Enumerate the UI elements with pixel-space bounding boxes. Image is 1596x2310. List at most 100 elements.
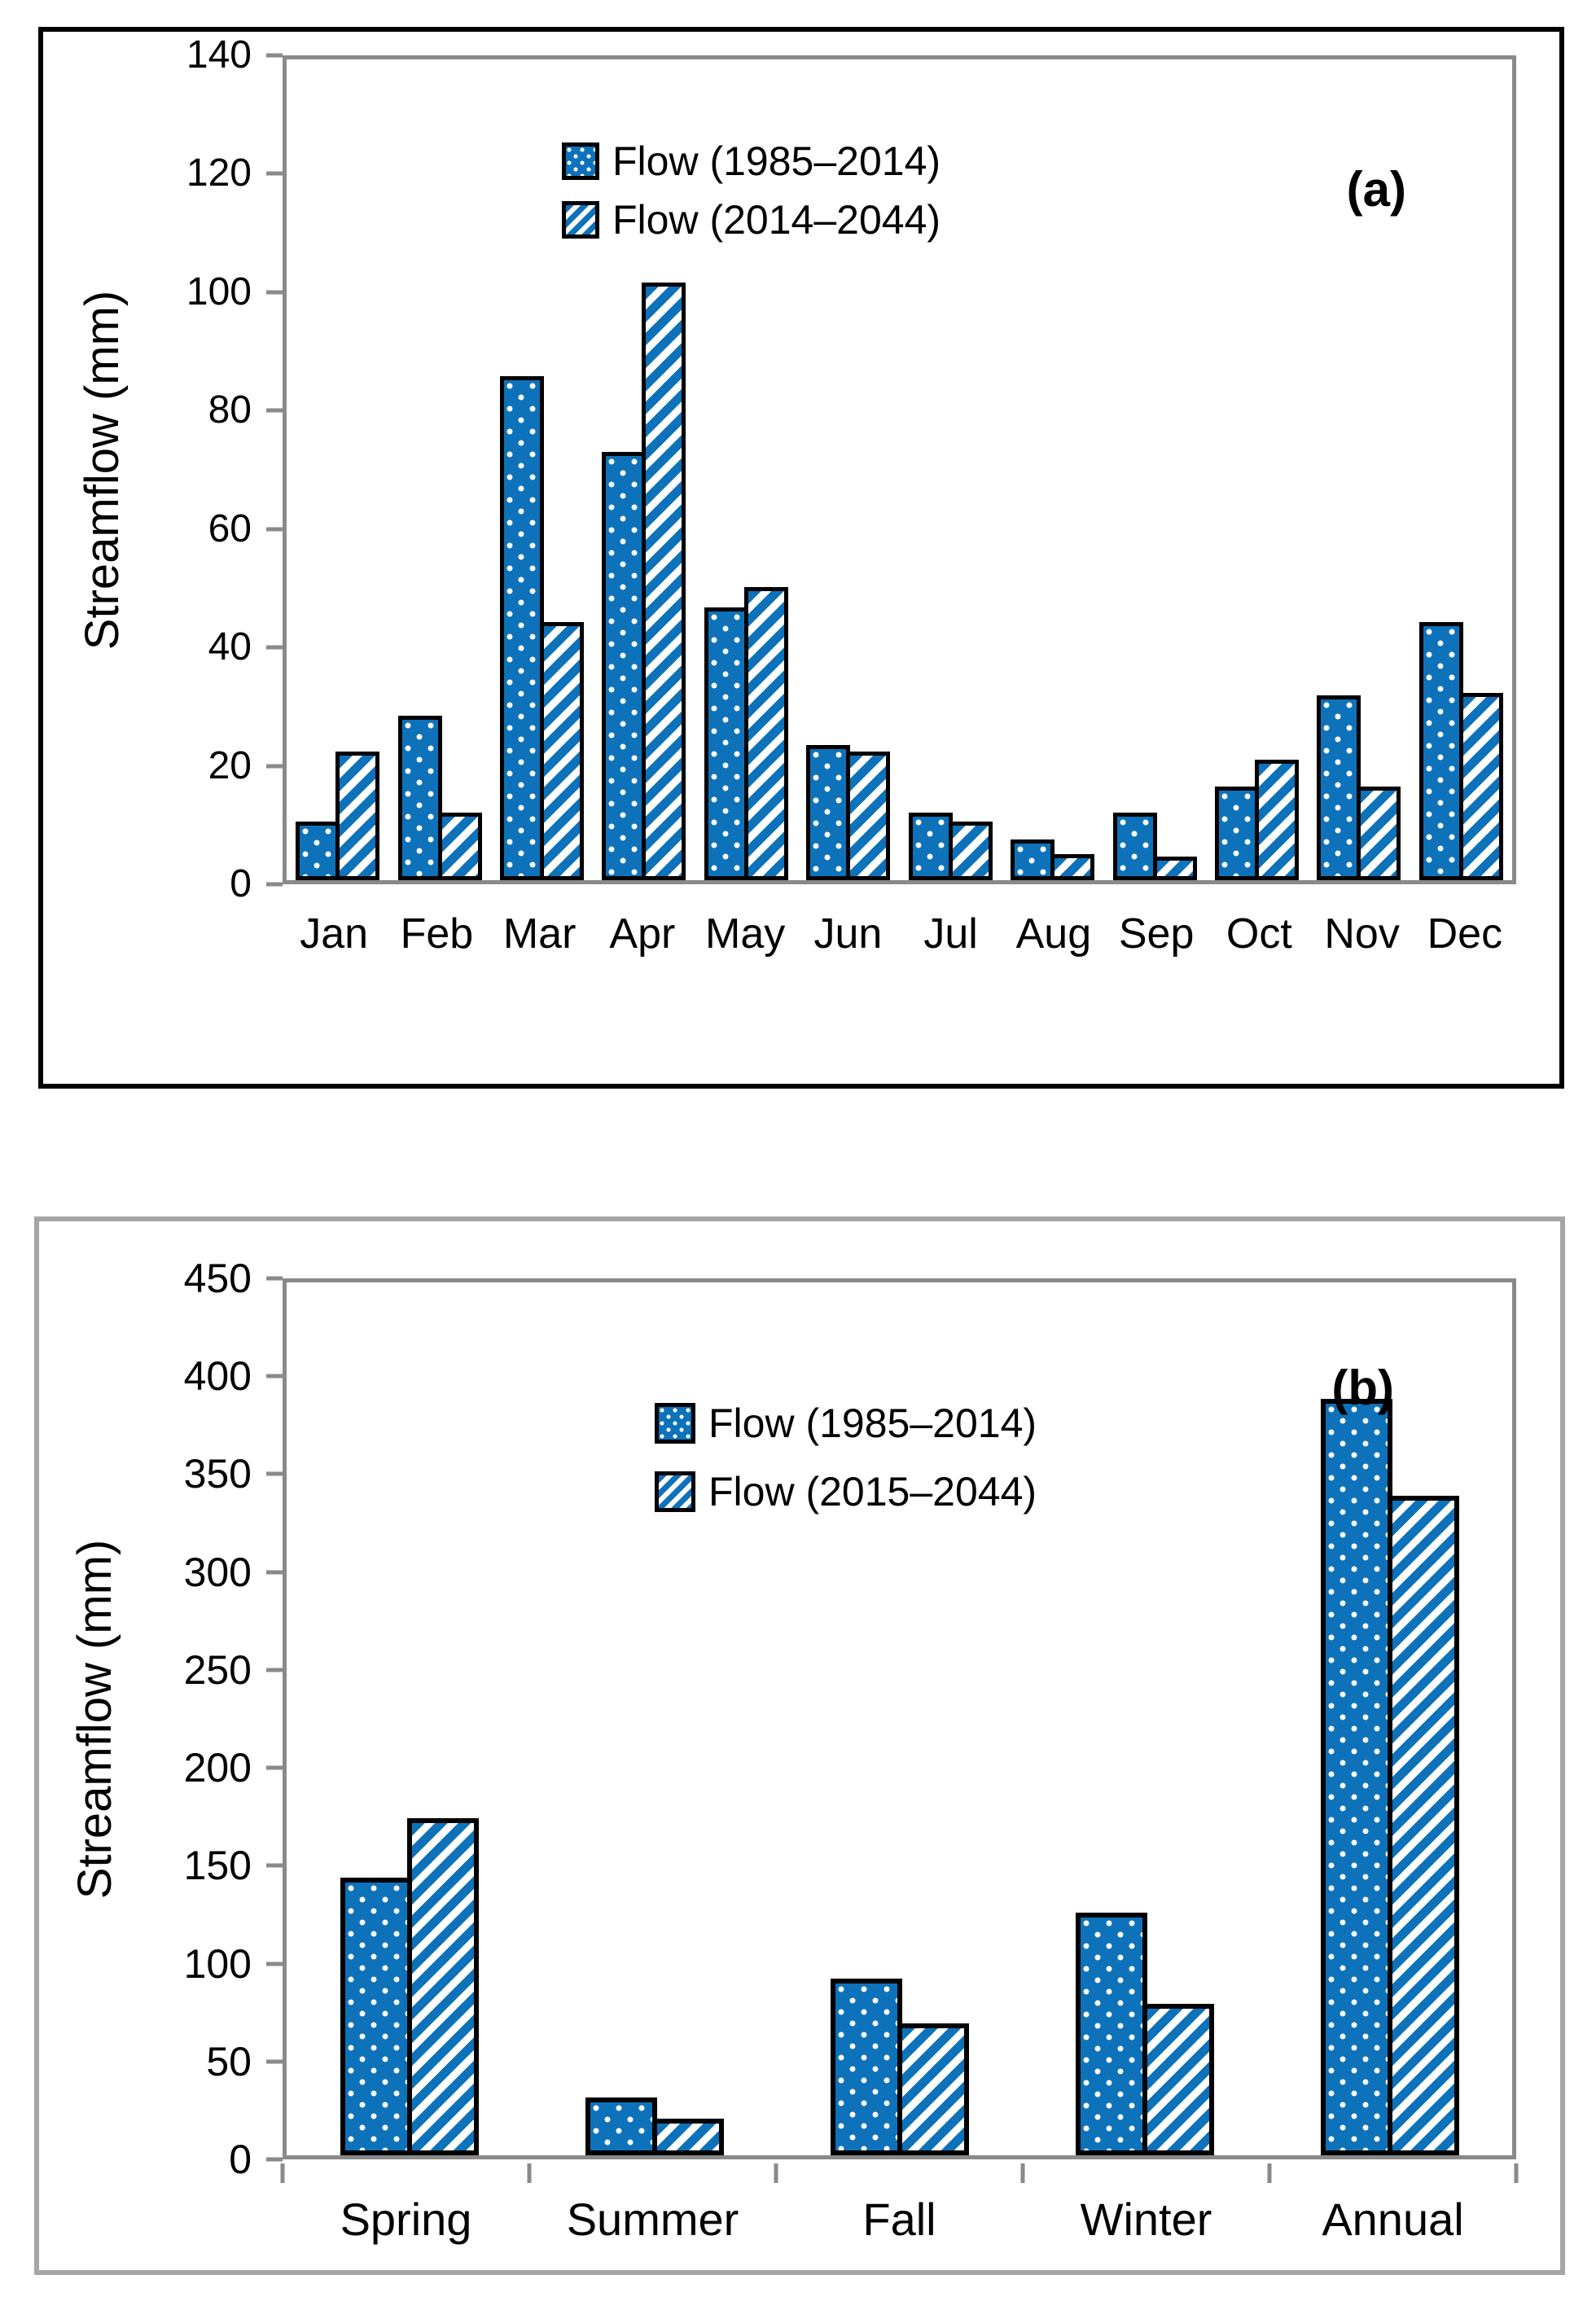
x-tick-mark bbox=[1267, 2163, 1272, 2183]
x-category-label-aug: Aug bbox=[1015, 910, 1092, 958]
x-category-label-jun: Jun bbox=[813, 910, 883, 958]
y-tick-mark bbox=[266, 764, 283, 769]
y-tick-mark bbox=[266, 1471, 283, 1476]
y-tick-label: 50 bbox=[206, 2038, 252, 2084]
y-tick-label: 300 bbox=[183, 1549, 252, 1595]
y-tick-label: 250 bbox=[183, 1646, 252, 1693]
y-tick-label: 450 bbox=[183, 1256, 252, 1301]
bar-flow-1985-2014-mar bbox=[500, 375, 545, 880]
bar-flow-2014-2044-may bbox=[743, 587, 788, 880]
bar-group-jul bbox=[900, 59, 1002, 880]
y-tick-mark bbox=[266, 1276, 283, 1281]
bar-flow-1985-2014-apr bbox=[602, 452, 647, 880]
x-category-label-feb: Feb bbox=[400, 910, 474, 958]
y-tick-mark bbox=[266, 2157, 283, 2162]
x-category-label-annual: Annual bbox=[1322, 2194, 1464, 2245]
x-category-label-dec: Dec bbox=[1427, 910, 1503, 958]
y-tick-mark bbox=[266, 53, 283, 58]
bar-group-summer bbox=[532, 1282, 777, 2155]
bar-flow-1985-2014-annual bbox=[1320, 1398, 1392, 2155]
x-category-label-sep: Sep bbox=[1118, 910, 1195, 958]
bar-flow-1985-2014-aug bbox=[1011, 839, 1055, 880]
y-tick-mark bbox=[266, 882, 283, 887]
legend-item-flow-1985-2014: Flow (1985–2014) bbox=[562, 141, 940, 182]
bar-group-nov bbox=[1308, 59, 1410, 880]
bar-flow-1985-2014-dec bbox=[1418, 622, 1463, 880]
bar-flow-2015-2044-fall bbox=[897, 2023, 969, 2155]
chart-b-bars bbox=[287, 1282, 1512, 2155]
y-tick-mark bbox=[266, 1570, 283, 1575]
chart-panel-a: Streamflow (mm) 0 20 40 60 80 100 120 140 Flow … bbox=[38, 27, 1564, 1089]
chart-a-legend: Flow (1985–2014) Flow (2014–2044) bbox=[562, 141, 940, 240]
x-category-label-may: May bbox=[705, 910, 786, 958]
x-category-label-nov: Nov bbox=[1324, 910, 1400, 958]
chart-b-legend: Flow (1985–2014) Flow (2015–2044) bbox=[655, 1403, 1037, 1512]
bar-group-aug bbox=[1002, 59, 1103, 880]
legend-label: Flow (1985–2014) bbox=[612, 138, 941, 184]
x-category-label-fall: Fall bbox=[862, 2194, 936, 2245]
bar-flow-2014-2044-jul bbox=[948, 822, 993, 880]
bar-flow-2014-2044-jun bbox=[846, 751, 891, 880]
x-category-label-jul: Jul bbox=[923, 910, 978, 958]
bar-flow-1985-2014-jul bbox=[908, 813, 953, 880]
x-category-label-jan: Jan bbox=[300, 910, 369, 958]
bar-flow-2014-2044-dec bbox=[1458, 692, 1503, 880]
x-tick-mark bbox=[280, 2163, 285, 2183]
bar-flow-1985-2014-jun bbox=[806, 745, 851, 880]
legend-label: Flow (1985–2014) bbox=[708, 1400, 1037, 1446]
y-tick-label: 150 bbox=[183, 1843, 252, 1889]
y-tick-label: 100 bbox=[183, 1940, 252, 1987]
y-tick-mark bbox=[266, 290, 283, 295]
legend-item-flow-1985-2014: Flow (1985–2014) bbox=[655, 1403, 1037, 1444]
bar-group-feb bbox=[388, 59, 490, 880]
bar-flow-1985-2014-nov bbox=[1317, 695, 1361, 880]
y-tick-label: 0 bbox=[230, 862, 252, 905]
y-tick-mark bbox=[266, 408, 283, 413]
bar-flow-2014-2044-feb bbox=[437, 813, 482, 880]
bar-flow-1985-2014-spring bbox=[340, 1878, 412, 2155]
y-tick-label: 120 bbox=[186, 151, 252, 195]
y-tick-label: 0 bbox=[229, 2137, 252, 2182]
bar-group-apr bbox=[593, 59, 695, 880]
bar-flow-1985-2014-winter bbox=[1075, 1913, 1147, 2155]
bar-flow-2014-2044-oct bbox=[1255, 760, 1299, 880]
chart-b-x-axis-labels: Spring Summer Fall Winter Annual bbox=[283, 2192, 1516, 2246]
bar-group-spring bbox=[287, 1282, 532, 2155]
bar-flow-2014-2044-apr bbox=[642, 282, 686, 880]
bar-flow-1985-2014-sep bbox=[1112, 813, 1157, 880]
x-category-label-apr: Apr bbox=[609, 910, 676, 958]
x-category-label-winter: Winter bbox=[1080, 2194, 1212, 2245]
stripes-pattern-swatch-icon bbox=[655, 1471, 695, 1512]
bar-group-may bbox=[695, 59, 797, 880]
y-tick-label: 100 bbox=[186, 270, 252, 313]
bar-flow-1985-2014-jan bbox=[296, 822, 340, 880]
y-tick-label: 200 bbox=[183, 1745, 252, 1791]
dots-pattern-swatch-icon bbox=[562, 142, 599, 180]
bar-flow-1985-2014-feb bbox=[397, 716, 442, 880]
chart-b-x-axis-tick-marks bbox=[280, 2163, 1519, 2185]
bar-group-oct bbox=[1206, 59, 1308, 880]
legend-item-flow-2015-2044: Flow (2015–2044) bbox=[655, 1471, 1037, 1512]
y-tick-mark bbox=[266, 2059, 283, 2064]
x-category-label-oct: Oct bbox=[1226, 910, 1292, 958]
y-tick-mark bbox=[266, 1863, 283, 1868]
legend-item-flow-2014-2044: Flow (2014–2044) bbox=[562, 199, 940, 240]
bar-flow-2014-2044-sep bbox=[1152, 857, 1197, 880]
bar-flow-2014-2044-nov bbox=[1357, 786, 1401, 880]
bar-flow-1985-2014-fall bbox=[830, 1979, 902, 2155]
bar-flow-2015-2044-summer bbox=[651, 2118, 724, 2155]
bar-flow-2014-2044-mar bbox=[540, 622, 585, 880]
y-tick-mark bbox=[266, 1374, 283, 1379]
bar-flow-2015-2044-annual bbox=[1387, 1496, 1459, 2155]
y-tick-mark bbox=[266, 1765, 283, 1770]
bar-group-jun bbox=[797, 59, 899, 880]
bar-group-dec bbox=[1410, 59, 1512, 880]
y-tick-label: 350 bbox=[183, 1451, 252, 1497]
x-category-label-spring: Spring bbox=[340, 2194, 472, 2245]
y-tick-label: 140 bbox=[186, 33, 252, 77]
bar-group-sep bbox=[1103, 59, 1205, 880]
y-tick-mark bbox=[266, 1668, 283, 1672]
x-tick-mark bbox=[774, 2163, 778, 2183]
x-tick-mark bbox=[1514, 2163, 1519, 2183]
y-tick-label: 20 bbox=[208, 743, 252, 787]
